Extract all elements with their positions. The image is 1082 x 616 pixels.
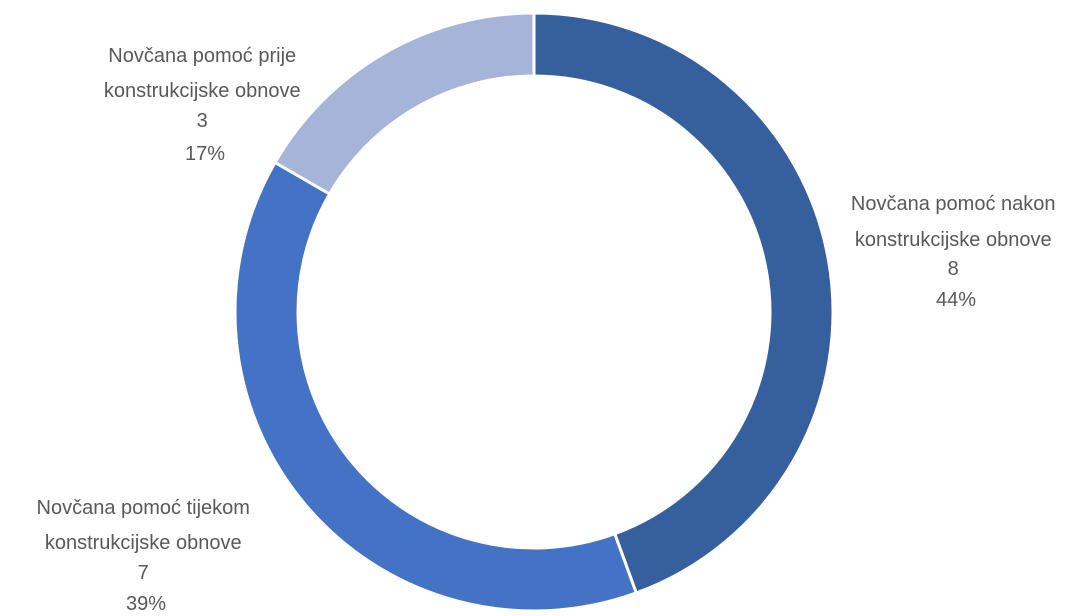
slice-label-prije: Novčana pomoć prije konstrukcijske obnov… [104, 45, 306, 165]
slice-label-tijekom: Novčana pomoć tijekom konstrukcijske obn… [37, 497, 256, 615]
slice-label-nakon-line-2: konstrukcijske obnove [855, 229, 1052, 251]
slice-label-tijekom-line-2: konstrukcijske obnove [45, 532, 242, 554]
slice-label-prije-line-1: Novčana pomoć prije [108, 45, 296, 67]
slice-label-nakon-value: 8 [948, 258, 959, 280]
slice-nakon [532, 11, 835, 595]
slices-group [233, 11, 835, 613]
slice-label-nakon-line-1: Novčana pomoć nakon [851, 193, 1056, 215]
slice-label-prije-value: 3 [197, 110, 208, 132]
slice-label-tijekom-value: 7 [138, 562, 149, 584]
slice-label-nakon-percent: 44% [936, 289, 976, 311]
slice-label-prije-percent: 17% [185, 143, 225, 165]
slice-label-prije-line-2: konstrukcijske obnove [104, 80, 301, 102]
slice-label-tijekom-line-1: Novčana pomoć tijekom [37, 497, 250, 519]
slice-label-tijekom-percent: 39% [126, 593, 166, 615]
slice-tijekom [233, 160, 639, 613]
slice-prije [273, 11, 536, 197]
slice-label-nakon: Novčana pomoć nakon konstrukcijske obnov… [851, 193, 1061, 311]
